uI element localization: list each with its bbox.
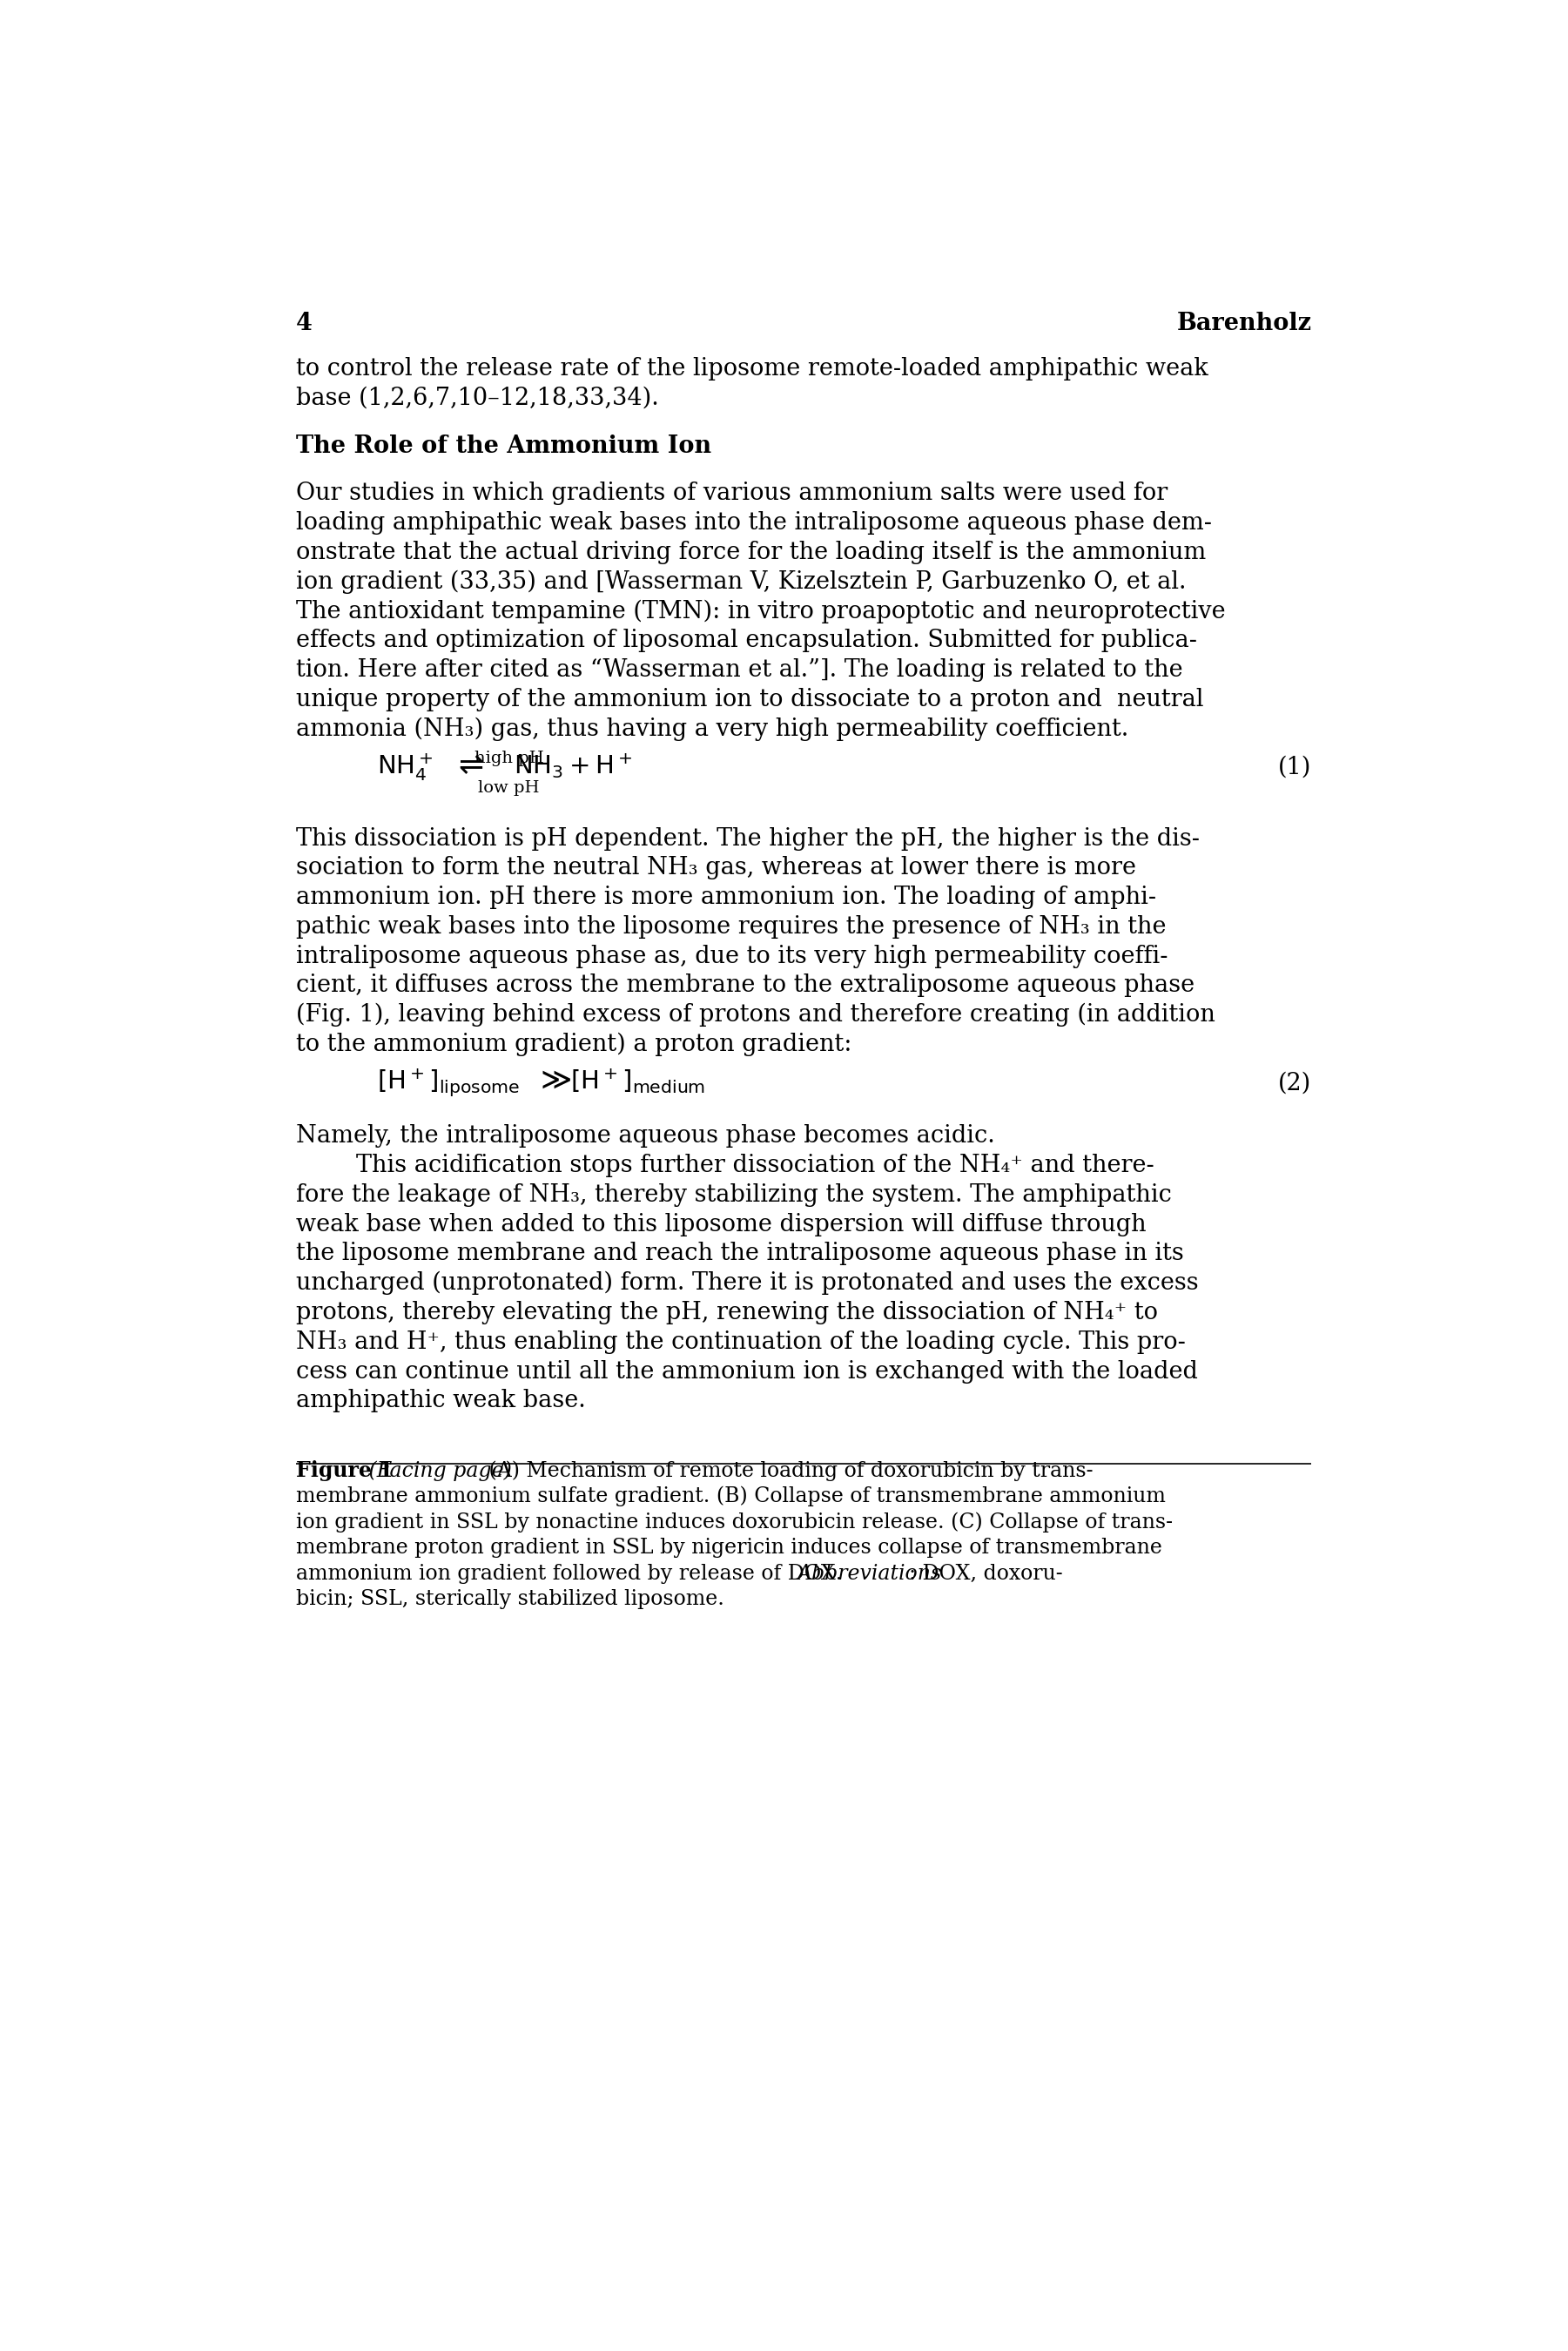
- Text: unique property of the ammonium ion to dissociate to a proton and  neutral: unique property of the ammonium ion to d…: [296, 689, 1203, 712]
- Text: Namely, the intraliposome aqueous phase becomes acidic.: Namely, the intraliposome aqueous phase …: [296, 1124, 994, 1147]
- Text: membrane ammonium sulfate gradient. (B) Collapse of transmembrane ammonium: membrane ammonium sulfate gradient. (B) …: [296, 1486, 1165, 1507]
- Text: uncharged (unprotonated) form. There it is protonated and uses the excess: uncharged (unprotonated) form. There it …: [296, 1272, 1198, 1295]
- Text: The Role of the Ammonium Ion: The Role of the Ammonium Ion: [296, 435, 710, 458]
- Text: (A) Mechanism of remote loading of doxorubicin by trans-: (A) Mechanism of remote loading of doxor…: [481, 1460, 1093, 1481]
- Text: NH₃ and H⁺, thus enabling the continuation of the loading cycle. This pro-: NH₃ and H⁺, thus enabling the continuati…: [296, 1331, 1185, 1354]
- Text: protons, thereby elevating the pH, renewing the dissociation of NH₄⁺ to: protons, thereby elevating the pH, renew…: [296, 1300, 1157, 1324]
- Text: base (1,2,6,7,10–12,18,33,34).: base (1,2,6,7,10–12,18,33,34).: [296, 386, 659, 409]
- Text: pathic weak bases into the liposome requires the presence of NH₃ in the: pathic weak bases into the liposome requ…: [296, 915, 1167, 938]
- Text: amphipathic weak base.: amphipathic weak base.: [296, 1389, 585, 1413]
- Text: ammonium ion gradient followed by release of DOX.: ammonium ion gradient followed by releas…: [296, 1563, 848, 1585]
- Text: : DOX, doxoru-: : DOX, doxoru-: [909, 1563, 1063, 1585]
- Text: This acidification stops further dissociation of the NH₄⁺ and there-: This acidification stops further dissoci…: [296, 1154, 1154, 1178]
- Text: bicin; SSL, sterically stabilized liposome.: bicin; SSL, sterically stabilized liposo…: [296, 1589, 724, 1610]
- Text: Barenholz: Barenholz: [1176, 313, 1311, 336]
- Text: ion gradient (33,35) and [Wasserman V, Kizelsztein P, Garbuzenko O, et al.: ion gradient (33,35) and [Wasserman V, K…: [296, 569, 1185, 592]
- Text: the liposome membrane and reach the intraliposome aqueous phase in its: the liposome membrane and reach the intr…: [296, 1241, 1184, 1265]
- Text: onstrate that the actual driving force for the loading itself is the ammonium: onstrate that the actual driving force f…: [296, 541, 1206, 564]
- Text: (Fig. 1), leaving behind excess of protons and therefore creating (in addition: (Fig. 1), leaving behind excess of proto…: [296, 1004, 1215, 1027]
- Text: Abbreviations: Abbreviations: [798, 1563, 942, 1585]
- Text: ion gradient in SSL by nonactine induces doxorubicin release. (C) Collapse of tr: ion gradient in SSL by nonactine induces…: [296, 1512, 1173, 1533]
- Text: (1): (1): [1278, 755, 1311, 778]
- Text: ammonia (NH₃) gas, thus having a very high permeability coefficient.: ammonia (NH₃) gas, thus having a very hi…: [296, 717, 1129, 741]
- Text: ammonium ion. pH there is more ammonium ion. The loading of amphi-: ammonium ion. pH there is more ammonium …: [296, 886, 1156, 910]
- Text: $[\mathrm{H^+}]_{\mathrm{liposome}}$: $[\mathrm{H^+}]_{\mathrm{liposome}}$: [376, 1067, 521, 1098]
- Text: effects and optimization of liposomal encapsulation. Submitted for publica-: effects and optimization of liposomal en…: [296, 630, 1196, 654]
- Text: weak base when added to this liposome dispersion will diffuse through: weak base when added to this liposome di…: [296, 1213, 1146, 1237]
- Text: This dissociation is pH dependent. The higher the pH, the higher is the dis-: This dissociation is pH dependent. The h…: [296, 828, 1200, 851]
- Text: 4: 4: [296, 313, 312, 336]
- Text: $\mathrm{NH_4^+}$: $\mathrm{NH_4^+}$: [376, 752, 433, 783]
- Text: to control the release rate of the liposome remote-loaded amphipathic weak: to control the release rate of the lipos…: [296, 357, 1207, 381]
- Text: (2): (2): [1278, 1072, 1311, 1096]
- Text: fore the leakage of NH₃, thereby stabilizing the system. The amphipathic: fore the leakage of NH₃, thereby stabili…: [296, 1183, 1171, 1206]
- Text: intraliposome aqueous phase as, due to its very high permeability coeffi-: intraliposome aqueous phase as, due to i…: [296, 945, 1168, 969]
- Text: to the ammonium gradient) a proton gradient:: to the ammonium gradient) a proton gradi…: [296, 1032, 851, 1056]
- Text: $\mathrm{NH_3 + H^+}$: $\mathrm{NH_3 + H^+}$: [514, 752, 633, 781]
- Text: low pH: low pH: [478, 781, 539, 795]
- Text: tion. Here after cited as “Wasserman et al.”]. The loading is related to the: tion. Here after cited as “Wasserman et …: [296, 658, 1182, 682]
- Text: The antioxidant tempamine (TMN): in vitro proapoptotic and neuroprotective: The antioxidant tempamine (TMN): in vitr…: [296, 600, 1225, 623]
- Text: $\rightleftharpoons$: $\rightleftharpoons$: [453, 750, 485, 781]
- Text: $\gg$: $\gg$: [535, 1065, 571, 1096]
- Text: $[\mathrm{H^+}]_{\mathrm{medium}}$: $[\mathrm{H^+}]_{\mathrm{medium}}$: [569, 1067, 706, 1096]
- Text: cess can continue until all the ammonium ion is exchanged with the loaded: cess can continue until all the ammonium…: [296, 1359, 1198, 1382]
- Text: high pH: high pH: [474, 750, 544, 766]
- Text: loading amphipathic weak bases into the intraliposome aqueous phase dem-: loading amphipathic weak bases into the …: [296, 510, 1212, 534]
- Text: (Facing page): (Facing page): [362, 1460, 513, 1481]
- Text: membrane proton gradient in SSL by nigericin induces collapse of transmembrane: membrane proton gradient in SSL by niger…: [296, 1538, 1162, 1559]
- Text: cient, it diffuses across the membrane to the extraliposome aqueous phase: cient, it diffuses across the membrane t…: [296, 973, 1195, 997]
- Text: Figure 1: Figure 1: [296, 1460, 394, 1481]
- Text: Our studies in which gradients of various ammonium salts were used for: Our studies in which gradients of variou…: [296, 482, 1167, 505]
- Text: sociation to form the neutral NH₃ gas, whereas at lower there is more: sociation to form the neutral NH₃ gas, w…: [296, 856, 1135, 879]
